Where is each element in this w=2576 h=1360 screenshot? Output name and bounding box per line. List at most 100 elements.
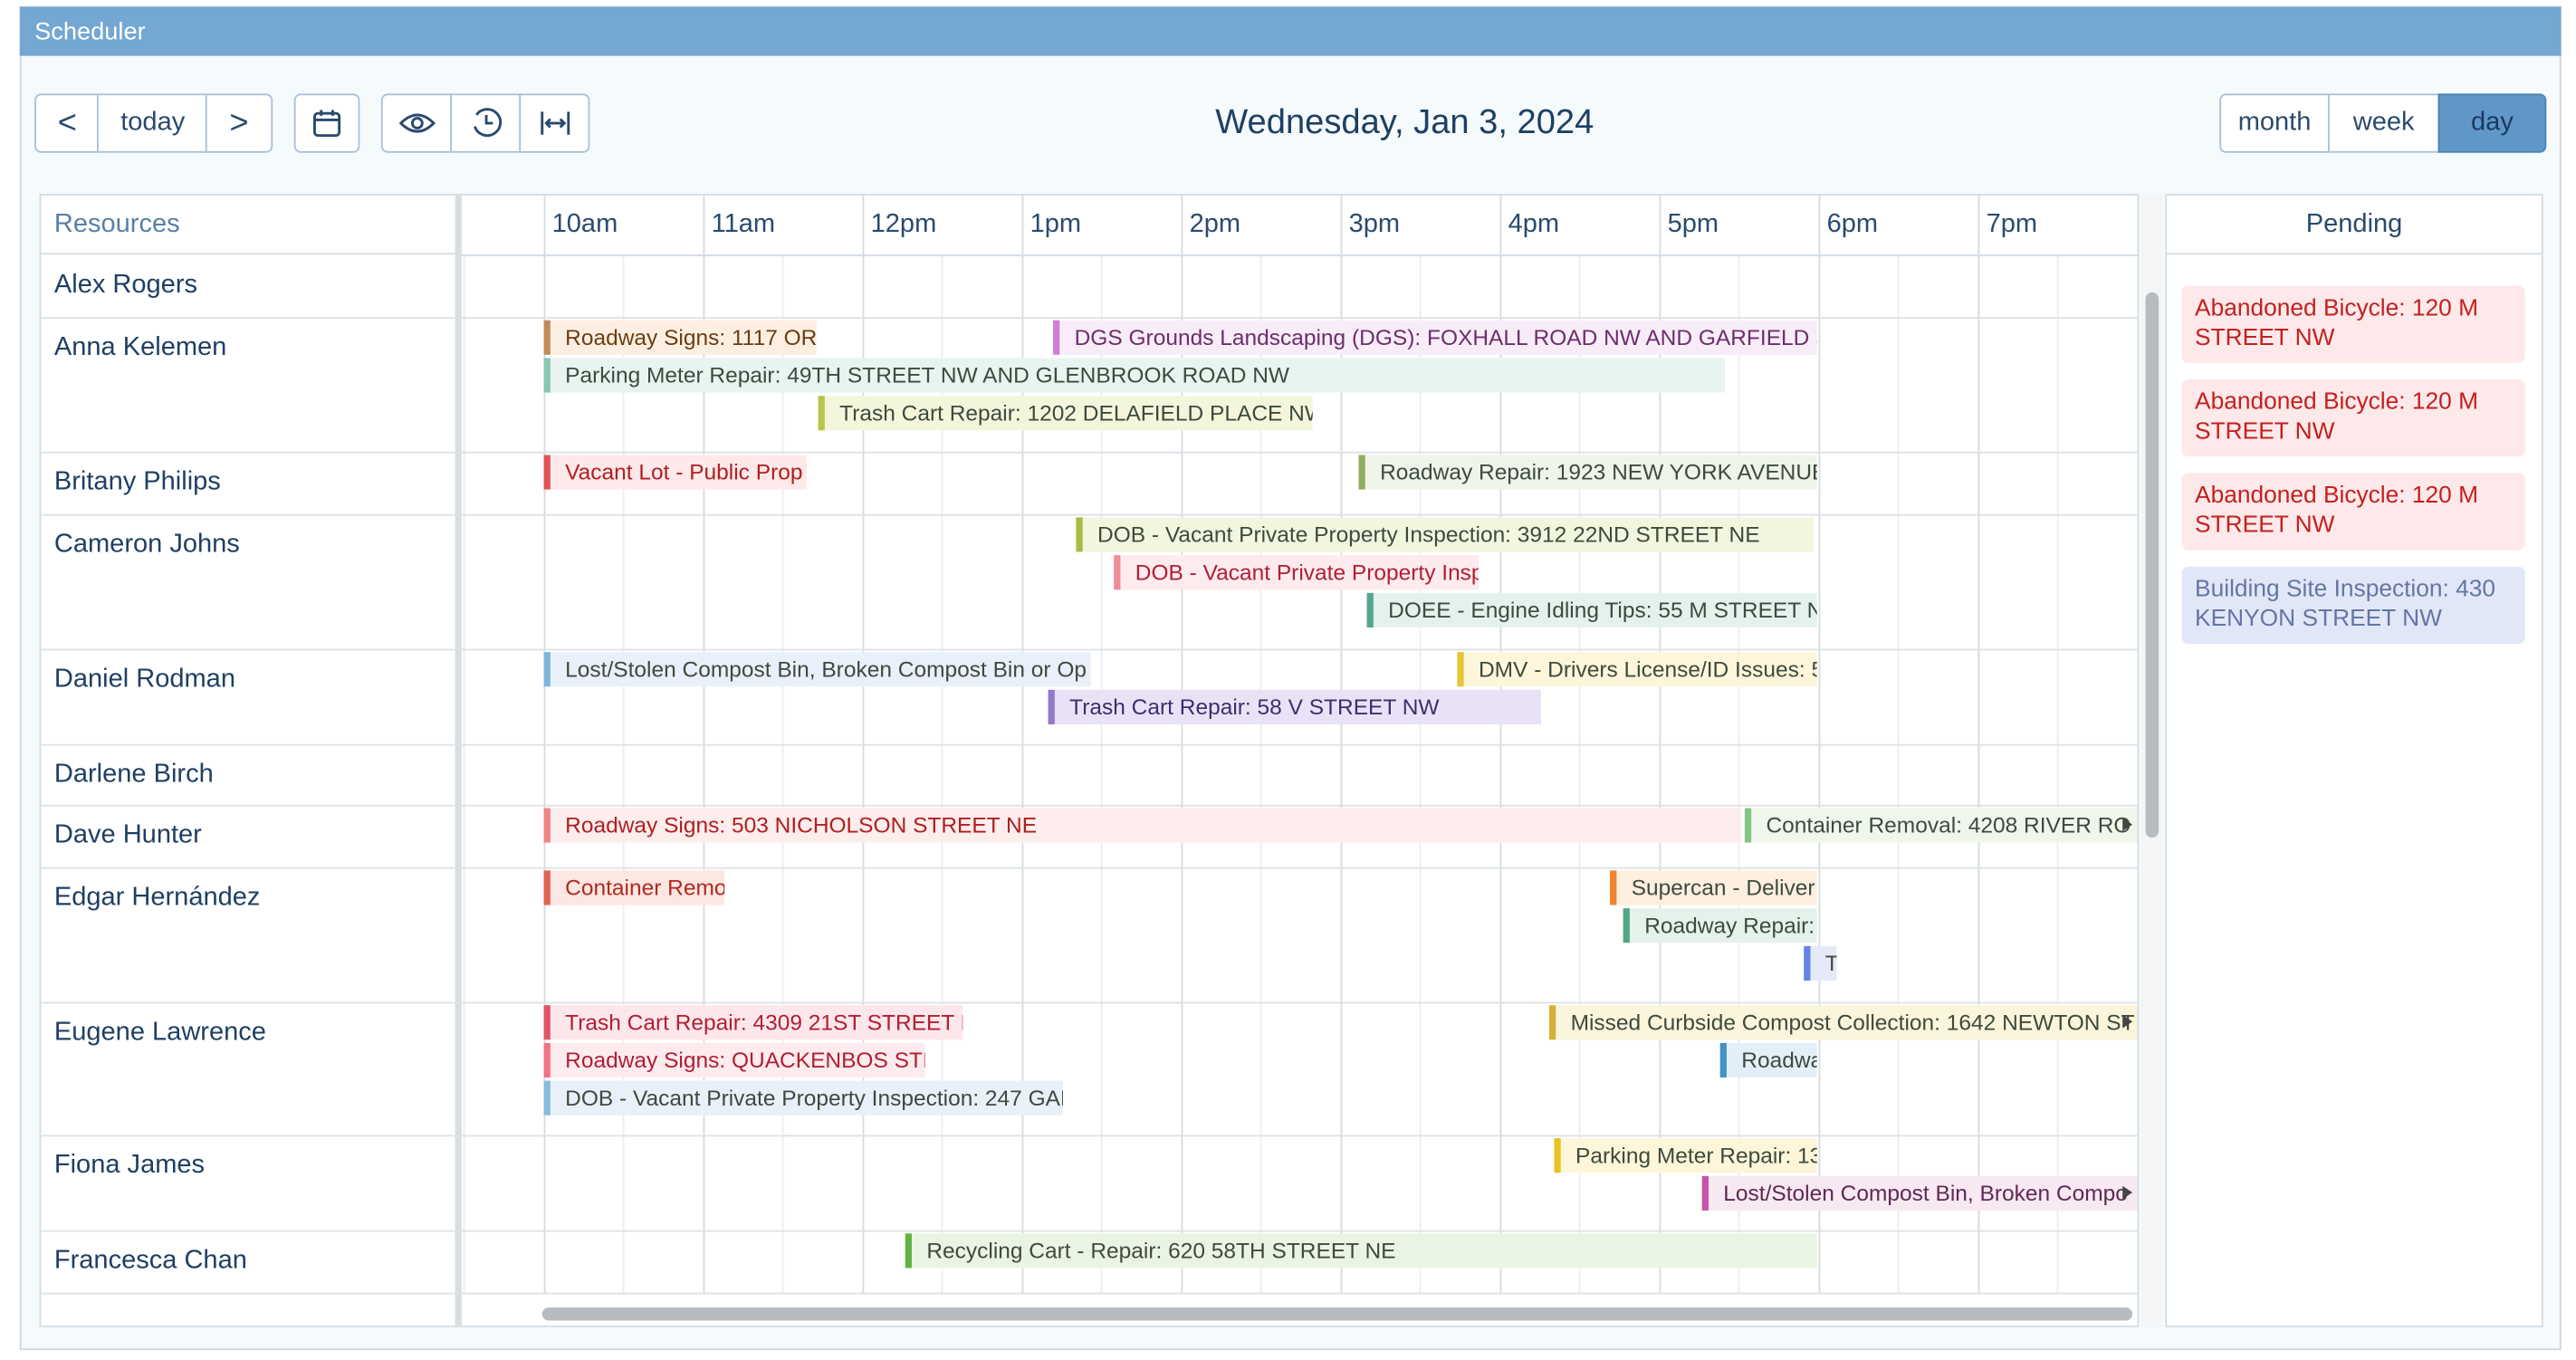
event[interactable]: T — [1804, 945, 1837, 981]
time-label: 12pm — [870, 210, 937, 239]
event[interactable]: Lost/Stolen Compost Bin, Broken Compo — [1701, 1175, 2138, 1211]
resource-name: Anna Kelemen — [53, 333, 227, 362]
pending-header: Pending — [2165, 194, 2543, 255]
row-line — [39, 317, 2140, 319]
event[interactable]: Trash Cart Repair: 58 V STREET NW — [1048, 689, 1541, 724]
calendar-button[interactable] — [293, 93, 360, 153]
event[interactable]: Parking Meter Repair: 13 — [1554, 1138, 1817, 1173]
overflow-arrow — [2122, 1185, 2133, 1200]
view-button[interactable]: month — [2219, 93, 2330, 153]
h-scroll-thumb[interactable] — [541, 1307, 2133, 1321]
resource-name: Eugene Lawrence — [53, 1018, 266, 1047]
event[interactable]: DMV - Drivers License/ID Issues: 5 — [1457, 652, 1817, 687]
resource-name: Britany Philips — [53, 467, 221, 496]
time-label: 7pm — [1986, 210, 2038, 239]
event[interactable]: Roadway Repair: — [1623, 908, 1817, 943]
row-line — [39, 1135, 2140, 1137]
event[interactable]: Recycling Cart - Repair: 620 58TH STREET… — [905, 1233, 1817, 1269]
event[interactable]: Container Removal: 4208 RIVER RO — [1744, 808, 2138, 843]
time-label: 4pm — [1508, 210, 1560, 239]
event[interactable]: DOB - Vacant Private Property Insp — [1114, 555, 1479, 590]
fit-button[interactable] — [519, 93, 590, 153]
view-switcher: month week day — [2219, 93, 2547, 153]
calendar-icon — [313, 110, 341, 138]
row-line — [39, 1001, 2140, 1004]
eye-icon — [397, 113, 435, 133]
fit-icon — [540, 111, 570, 135]
half-hour-line — [622, 254, 625, 1295]
pending-item[interactable]: Abandoned Bicycle: 120 M STREET NW — [2181, 285, 2525, 363]
resource-name: Fiona James — [53, 1151, 206, 1180]
eye-button[interactable] — [380, 93, 452, 153]
event[interactable]: Roadway Signs: 503 NICHOLSON STREET NE — [543, 808, 1742, 843]
event[interactable]: Roadwa — [1719, 1042, 1817, 1077]
event[interactable]: DOEE - Engine Idling Tips: 55 M STREET N… — [1366, 592, 1817, 627]
event[interactable]: Vacant Lot - Public Prop — [543, 455, 807, 490]
event[interactable]: Container Remo — [543, 870, 725, 905]
time-label: 11am — [711, 210, 776, 239]
time-label: 5pm — [1667, 210, 1719, 239]
time-label: 2pm — [1189, 210, 1241, 239]
pending-item[interactable]: Abandoned Bicycle: 120 M STREET NW — [2181, 473, 2525, 551]
half-hour-line — [463, 254, 465, 1295]
row-line — [39, 743, 2140, 746]
event[interactable]: DGS Grounds Landscaping (DGS): FOXHALL R… — [1053, 320, 1817, 355]
row-line — [39, 648, 2140, 651]
event[interactable]: Roadway Signs: 1117 OR — [543, 320, 817, 355]
event[interactable]: Lost/Stolen Compost Bin, Broken Compost … — [543, 652, 1091, 687]
event[interactable]: DOB - Vacant Private Property Inspection… — [543, 1080, 1063, 1116]
event[interactable]: Missed Curbside Compost Collection: 1642… — [1548, 1005, 2138, 1040]
row-line — [39, 513, 2140, 516]
history-icon — [473, 108, 502, 138]
half-hour-line — [1419, 254, 1422, 1295]
time-label: 10am — [551, 210, 618, 239]
resource-name: Edgar Hernández — [53, 883, 261, 912]
date-title: Wednesday, Jan 3, 2024 — [1215, 103, 1594, 142]
half-hour-line — [1100, 254, 1103, 1295]
time-label: 6pm — [1826, 210, 1879, 239]
row-line — [39, 1230, 2140, 1232]
view-button[interactable]: day — [2437, 93, 2547, 153]
next-button[interactable]: > — [205, 93, 273, 153]
resource-name: Dave Hunter — [53, 821, 202, 849]
row-line — [39, 451, 2140, 454]
overflow-arrow — [2122, 1015, 2133, 1029]
resource-name: Cameron Johns — [53, 530, 240, 559]
row-line — [39, 804, 2140, 807]
overflow-arrow — [2122, 818, 2133, 831]
time-label: 1pm — [1029, 210, 1082, 239]
resources-header: Resources — [39, 194, 457, 255]
resource-name: Darlene Birch — [53, 760, 214, 789]
event[interactable]: Trash Cart Repair: 4309 21ST STREET N — [543, 1005, 963, 1040]
resource-name: Francesca Chan — [53, 1246, 247, 1275]
title-bar: Scheduler — [19, 6, 2562, 56]
half-hour-line — [1578, 254, 1581, 1295]
v-scroll-thumb[interactable] — [2145, 292, 2159, 838]
event[interactable]: Trash Cart Repair: 1202 DELAFIELD PLACE … — [818, 396, 1313, 431]
event[interactable]: Parking Meter Repair: 49TH STREET NW AND… — [543, 358, 1726, 393]
pending-item[interactable]: Abandoned Bicycle: 120 M STREET NW — [2181, 379, 2525, 457]
header-line — [461, 254, 2140, 256]
half-hour-line — [781, 254, 784, 1295]
splitter — [455, 194, 462, 1327]
half-hour-line — [1897, 254, 1900, 1295]
resource-name: Alex Rogers — [53, 271, 198, 300]
today-button[interactable]: today — [97, 93, 209, 153]
half-hour-line — [2056, 254, 2059, 1295]
event[interactable]: DOB - Vacant Private Property Inspection… — [1076, 517, 1815, 552]
half-hour-line — [941, 254, 943, 1295]
half-hour-line — [1259, 254, 1262, 1295]
history-button[interactable] — [450, 93, 522, 153]
half-hour-line — [1738, 254, 1740, 1295]
event[interactable]: Supercan - Deliver — [1610, 870, 1817, 905]
event[interactable]: Roadway Signs: QUACKENBOS STR — [543, 1042, 925, 1077]
row-line — [39, 1292, 2140, 1295]
pending-item[interactable]: Building Site Inspection: 430 KENYON STR… — [2181, 566, 2525, 645]
event[interactable]: Roadway Repair: 1923 NEW YORK AVENUE — [1358, 455, 1817, 490]
resource-name: Daniel Rodman — [53, 665, 235, 694]
row-line — [39, 867, 2140, 869]
time-label: 3pm — [1348, 210, 1401, 239]
